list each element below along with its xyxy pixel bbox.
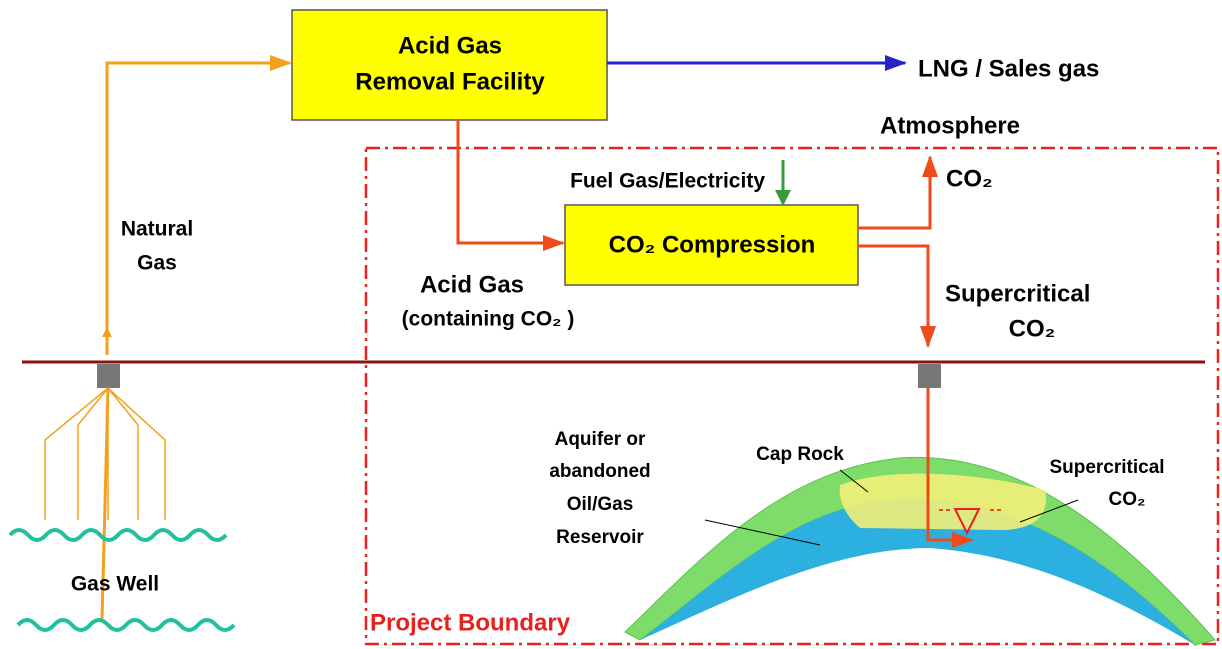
injection-wellhead bbox=[918, 364, 941, 388]
label: Aquifer or bbox=[555, 429, 646, 450]
label: Gas bbox=[137, 252, 177, 275]
label: Cap Rock bbox=[756, 444, 844, 465]
label: Atmosphere bbox=[880, 112, 1020, 139]
gas-wellhead bbox=[97, 364, 120, 388]
label: Oil/Gas bbox=[567, 494, 634, 515]
label: CO₂ bbox=[946, 165, 993, 192]
boundary-label: Project Boundary bbox=[370, 609, 571, 636]
acid-gas-flow bbox=[458, 120, 563, 243]
label: CO₂ bbox=[1009, 315, 1056, 342]
vent-flow bbox=[858, 157, 930, 228]
diagram: Acid Gas Removal Facility CO₂ Compressio… bbox=[0, 0, 1222, 649]
label: (containing CO₂ ) bbox=[402, 308, 575, 331]
label: CO₂ bbox=[1109, 489, 1146, 510]
acid-gas-removal-box bbox=[292, 10, 607, 120]
label: Fuel Gas/Electricity bbox=[570, 170, 765, 193]
label: Gas Well bbox=[71, 573, 159, 596]
injection-flow bbox=[858, 246, 928, 346]
node-label: Removal Facility bbox=[355, 68, 545, 95]
node-label: Acid Gas bbox=[398, 32, 502, 59]
label: Supercritical bbox=[945, 280, 1090, 307]
node-label: CO₂ Compression bbox=[609, 231, 816, 258]
label: Reservoir bbox=[556, 527, 644, 548]
label: abandoned bbox=[549, 461, 650, 482]
label: Acid Gas bbox=[420, 271, 524, 298]
label: Supercritical bbox=[1049, 457, 1164, 478]
gas-layer bbox=[10, 530, 226, 540]
label: LNG / Sales gas bbox=[918, 55, 1099, 82]
natural-gas-flow bbox=[107, 63, 290, 350]
gas-layer bbox=[18, 620, 234, 630]
label: Natural bbox=[121, 218, 193, 241]
